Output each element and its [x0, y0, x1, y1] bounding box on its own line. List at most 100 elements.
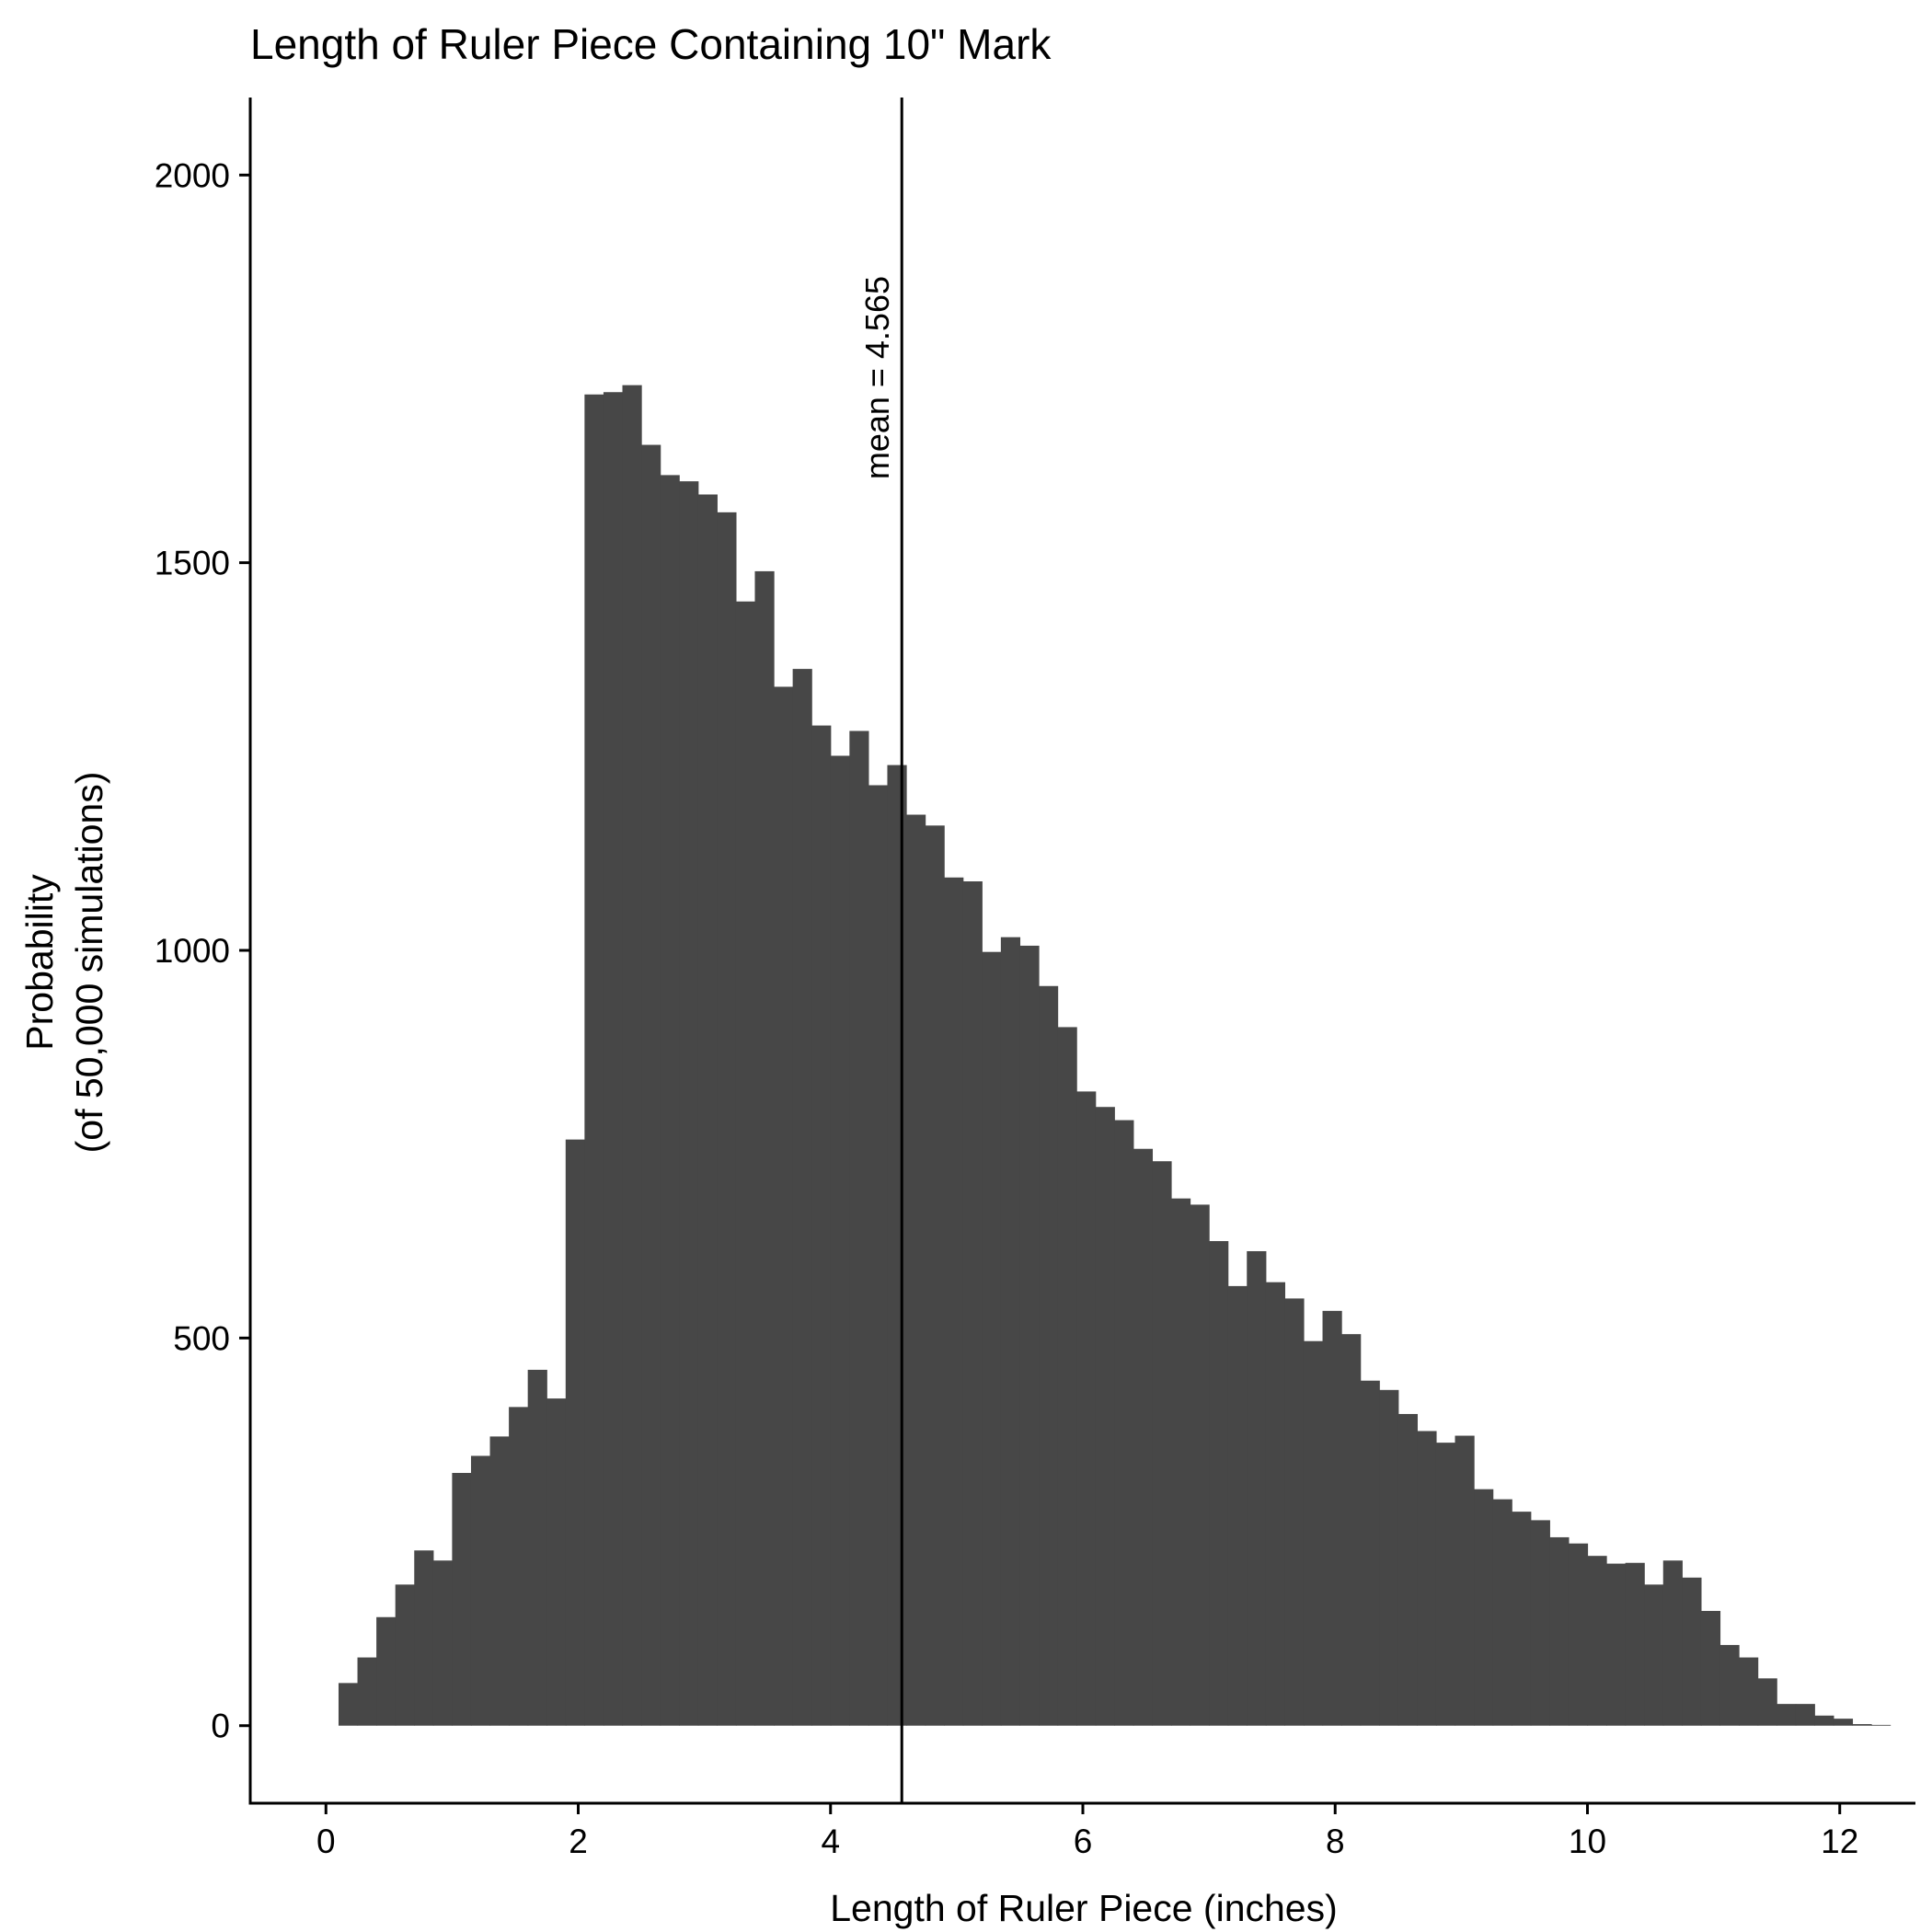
histogram-bar [1417, 1431, 1437, 1726]
y-tick-label: 0 [211, 1708, 230, 1745]
y-axis-label-line1: Probability [18, 874, 61, 1051]
histogram-bar [1625, 1562, 1645, 1726]
histogram-bar [1152, 1161, 1172, 1726]
histogram-bar [868, 785, 889, 1726]
histogram-bar [1757, 1678, 1777, 1726]
histogram-bar [1606, 1563, 1627, 1726]
x-axis-ticks: 0 2 4 6 8 10 12 [316, 1803, 1858, 1860]
x-tick-label: 8 [1326, 1823, 1345, 1860]
histogram-bar [982, 951, 1002, 1726]
histogram-bar [1265, 1282, 1285, 1726]
histogram-bar [1039, 985, 1059, 1726]
y-tick-label: 2000 [155, 156, 230, 194]
histogram-bar [1871, 1724, 1892, 1726]
chart-title: Length of Ruler Piece Containing 10" Mar… [250, 20, 1052, 68]
histogram-bar [906, 814, 926, 1726]
histogram-bar [1303, 1340, 1324, 1726]
histogram-bar [1247, 1250, 1267, 1726]
histogram-bar [774, 686, 794, 1726]
histogram-bar [1719, 1645, 1740, 1726]
histogram-bar [1587, 1556, 1607, 1726]
y-tick-label: 1000 [155, 932, 230, 970]
histogram-bars [338, 385, 1892, 1726]
y-tick-label: 1500 [155, 545, 230, 582]
y-axis-ticks: 0 500 1000 1500 2000 [155, 156, 250, 1745]
histogram-bar [1019, 945, 1040, 1726]
histogram-bar [1474, 1489, 1494, 1726]
histogram-bar [1284, 1298, 1305, 1726]
histogram-bar [1455, 1435, 1475, 1726]
histogram-bar [414, 1550, 434, 1726]
histogram-bar [338, 1683, 359, 1726]
histogram-bar [1170, 1198, 1191, 1726]
histogram-bar [1795, 1704, 1815, 1726]
histogram-bar [470, 1455, 491, 1726]
y-tick-label: 500 [173, 1319, 230, 1357]
histogram-bar [357, 1657, 377, 1726]
histogram-bar [1133, 1148, 1154, 1726]
histogram-bar [527, 1369, 547, 1726]
histogram-bar [1209, 1241, 1229, 1726]
histogram-bar [509, 1407, 529, 1726]
histogram-bar [1549, 1536, 1570, 1726]
histogram-bar [735, 601, 756, 1726]
histogram-bar [1662, 1560, 1683, 1726]
histogram-bar [1739, 1657, 1759, 1726]
histogram-bar [660, 475, 680, 1726]
histogram-bar [1076, 1091, 1097, 1726]
x-tick-label: 2 [569, 1823, 588, 1860]
histogram-bar [1700, 1611, 1721, 1726]
histogram-bar [1095, 1107, 1115, 1726]
histogram-bar [395, 1584, 415, 1726]
histogram-bar [679, 481, 699, 1726]
histogram-bar [792, 669, 812, 1726]
histogram-bar [1682, 1577, 1702, 1726]
histogram-bar [717, 512, 737, 1726]
histogram-bar [1227, 1285, 1248, 1726]
x-axis-label: Length of Ruler Piece (inches) [830, 1887, 1338, 1929]
histogram-bar [962, 881, 983, 1726]
x-tick-label: 12 [1821, 1823, 1858, 1860]
histogram-bar [1644, 1584, 1664, 1726]
histogram-bar [849, 730, 869, 1726]
histogram-bar [1379, 1389, 1399, 1726]
mean-label: mean = 4.565 [858, 276, 896, 479]
histogram-bar [1492, 1499, 1512, 1726]
histogram-bar [944, 877, 964, 1726]
histogram-bar [1852, 1724, 1872, 1726]
histogram-bar [1190, 1204, 1210, 1726]
histogram-bar [565, 1139, 585, 1726]
histogram-bar [1322, 1310, 1342, 1726]
histogram-bar [1397, 1413, 1418, 1726]
histogram-bar [811, 725, 832, 1726]
histogram-bar [584, 394, 604, 1726]
histogram-bar [887, 765, 907, 1726]
histogram-bar [376, 1616, 397, 1726]
histogram-bar [452, 1473, 472, 1726]
x-tick-label: 0 [316, 1823, 336, 1860]
x-tick-label: 6 [1074, 1823, 1093, 1860]
y-axis-label-line2: (of 50,000 simulations) [68, 772, 110, 1154]
histogram-bar [697, 494, 718, 1726]
histogram-bar [546, 1398, 567, 1726]
histogram-bar [1360, 1380, 1380, 1726]
histogram-bar [622, 385, 642, 1726]
histogram-bar [1000, 937, 1021, 1726]
histogram-bar [830, 755, 850, 1726]
histogram-bar [432, 1560, 453, 1726]
histogram-bar [1814, 1715, 1834, 1726]
histogram-bar [641, 444, 661, 1726]
histogram-bar [1435, 1443, 1456, 1726]
histogram-bar [489, 1436, 510, 1726]
histogram-bar [754, 570, 775, 1726]
histogram-bar [1057, 1027, 1077, 1726]
histogram-bar [1114, 1120, 1134, 1726]
histogram-bar [1530, 1520, 1550, 1726]
histogram-bar [1833, 1719, 1854, 1726]
histogram-bar [1568, 1543, 1589, 1726]
histogram-bar [1777, 1704, 1797, 1726]
histogram-bar [1341, 1334, 1362, 1726]
x-tick-label: 4 [821, 1823, 840, 1860]
histogram-bar [603, 392, 624, 1726]
